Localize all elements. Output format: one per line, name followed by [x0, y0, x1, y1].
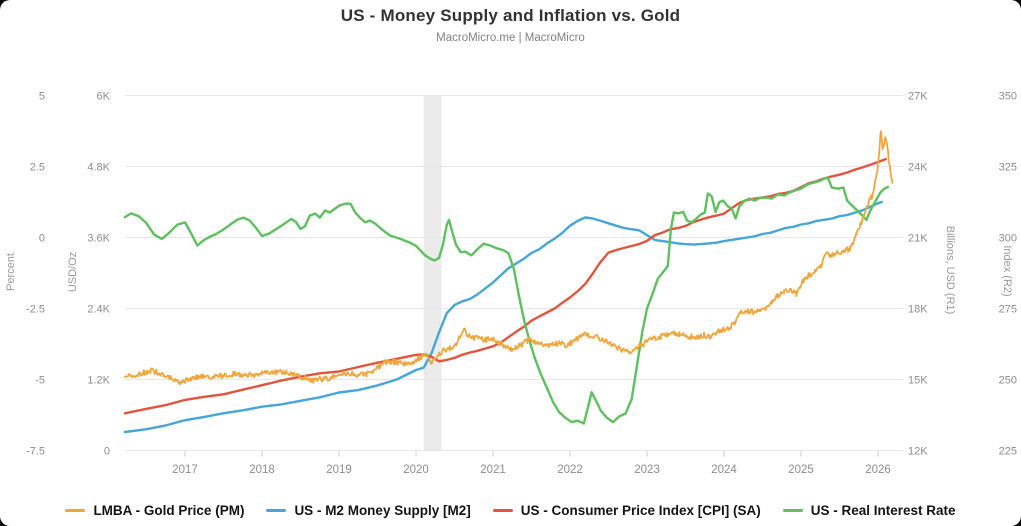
- y-tick-label-right_outer: 250: [999, 375, 1017, 387]
- legend-swatch-cpi: [492, 509, 513, 512]
- axis-title-left_outer: Percent: [5, 253, 17, 291]
- y-tick-label-right_outer: 300: [999, 233, 1017, 245]
- x-tick-label: 2020: [403, 464, 429, 476]
- axis-title-left_inner: USD/Oz: [67, 252, 79, 292]
- chart-source-subtitle: MacroMicro.me | MacroMicro: [436, 32, 585, 44]
- y-tick-label-left_outer: -5: [35, 375, 45, 387]
- y-tick-label-left_inner: 1.2K: [87, 375, 110, 387]
- legend-item-real-rate[interactable]: US - Real Interest Rate: [782, 503, 956, 518]
- x-tick-label: 2025: [788, 464, 814, 476]
- y-tick-label-right_outer: 325: [999, 162, 1017, 174]
- page-title: US - Money Supply and Inflation vs. Gold: [340, 6, 681, 25]
- series-gold-line: [124, 130, 894, 386]
- axis-title-right_inner: Billions, USD (R1): [944, 226, 956, 315]
- legend-swatch-m2: [266, 509, 287, 512]
- x-tick-label: 2019: [326, 464, 352, 476]
- legend-label-cpi: US - Consumer Price Index [CPI] (SA): [520, 503, 761, 518]
- y-tick-label-left_inner: 3.6K: [87, 233, 110, 245]
- legend-item-cpi[interactable]: US - Consumer Price Index [CPI] (SA): [492, 503, 761, 518]
- y-tick-label-left_outer: -2.5: [26, 304, 45, 316]
- x-tick-label: 2021: [480, 464, 506, 476]
- y-tick-label-right_inner: 27K: [908, 91, 928, 103]
- y-tick-label-left_outer: -7.5: [26, 446, 45, 458]
- y-tick-label-left_inner: 6K: [97, 91, 111, 103]
- y-tick-label-right_outer: 275: [999, 304, 1017, 316]
- legend-label-real-rate: US - Real Interest Rate: [810, 503, 956, 518]
- x-tick-label: 2022: [557, 464, 583, 476]
- legend-item-m2[interactable]: US - M2 Money Supply [M2]: [266, 503, 471, 518]
- legend-label-gold: LMBA - Gold Price (PM): [93, 503, 245, 518]
- y-tick-label-left_inner: 4.8K: [87, 162, 110, 174]
- x-tick-label: 2024: [711, 464, 737, 476]
- y-tick-label-left_outer: 0: [39, 233, 45, 245]
- y-tick-label-right_outer: 225: [999, 446, 1017, 458]
- chart-legend: LMBA - Gold Price (PM) US - M2 Money Supp…: [0, 503, 1021, 518]
- series-real-rate-line: [123, 176, 890, 425]
- series-m2-line: [123, 200, 883, 434]
- legend-swatch-gold: [65, 509, 86, 512]
- legend-item-gold[interactable]: LMBA - Gold Price (PM): [65, 503, 244, 518]
- legend-swatch-real-rate: [782, 509, 803, 512]
- x-tick-label: 2018: [249, 464, 275, 476]
- y-tick-label-right_inner: 18K: [908, 304, 928, 316]
- x-tick-label: 2017: [172, 464, 198, 476]
- y-tick-label-left_outer: 2.5: [30, 162, 45, 174]
- y-tick-label-right_inner: 21K: [908, 233, 928, 245]
- x-tick-label: 2026: [865, 464, 891, 476]
- axis-title-right_outer: Index (R2): [1001, 245, 1013, 296]
- plot-area[interactable]: [125, 96, 903, 451]
- y-tick-label-right_outer: 350: [999, 91, 1017, 103]
- y-tick-label-left_inner: 0: [104, 446, 110, 458]
- y-tick-label-right_inner: 15K: [908, 375, 928, 387]
- x-tick-label: 2023: [634, 464, 660, 476]
- legend-label-m2: US - M2 Money Supply [M2]: [294, 503, 471, 518]
- y-tick-label-right_inner: 12K: [908, 446, 928, 458]
- y-tick-label-left_outer: 5: [39, 91, 45, 103]
- y-tick-label-right_inner: 24K: [908, 162, 928, 174]
- y-tick-label-left_inner: 2.4K: [87, 304, 110, 316]
